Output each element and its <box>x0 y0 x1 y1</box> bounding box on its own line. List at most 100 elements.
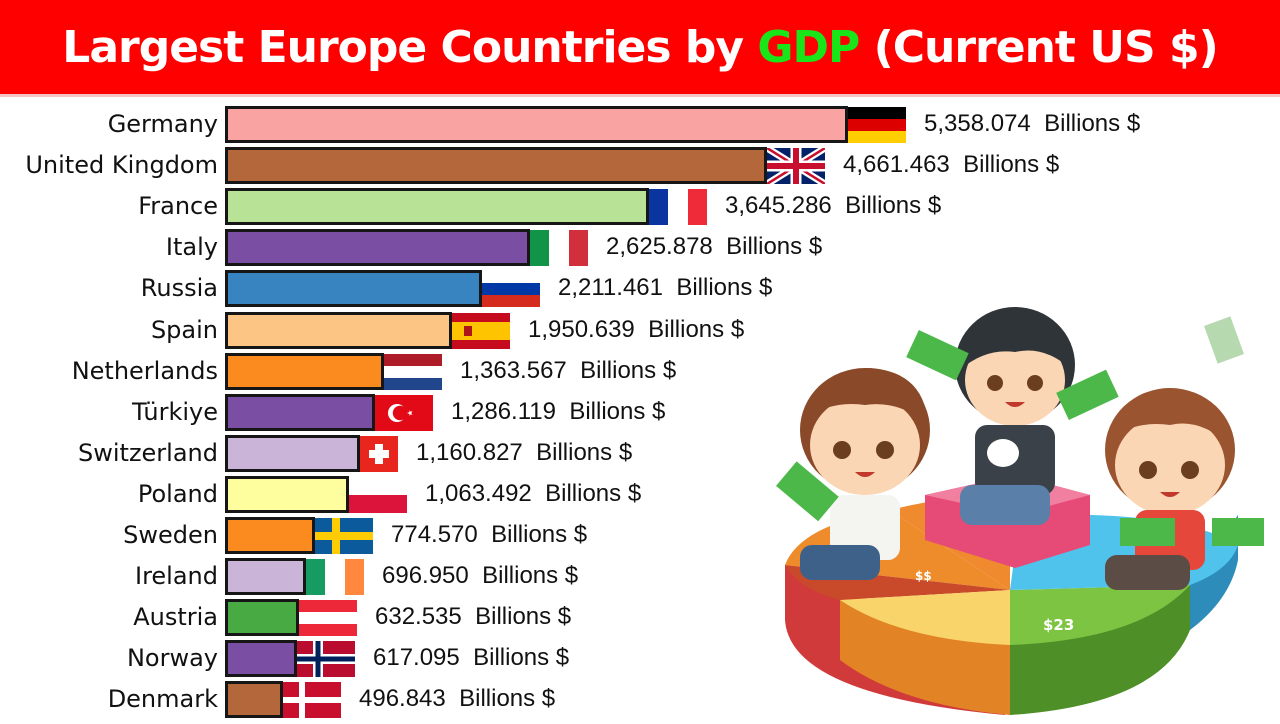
gdp-value: 774.570 Billions $ <box>391 515 587 555</box>
gdp-bar <box>225 517 315 554</box>
country-label: Austria <box>133 603 218 631</box>
country-label: Germany <box>107 110 218 138</box>
gdp-bar <box>225 599 299 636</box>
gdp-value: 1,063.492 Billions $ <box>425 474 641 514</box>
gdp-value: 1,363.567 Billions $ <box>460 351 676 391</box>
gdp-number: 617.095 <box>373 644 460 671</box>
gdp-value: 1,160.827 Billions $ <box>416 433 632 473</box>
chart-row: Poland 1,063.492 Billions $ <box>0 474 1280 514</box>
unit-label: Billions $ <box>726 233 823 260</box>
gdp-value: 5,358.074 Billions $ <box>924 104 1140 144</box>
denmark-flag-icon <box>283 682 341 718</box>
france-flag-icon <box>649 189 707 225</box>
kids-pie-chart-illustration: $23 $$ <box>760 300 1280 720</box>
gdp-number: 2,211.461 <box>558 274 663 301</box>
chart-row: Russia 2,211.461 Billions $ <box>0 268 1280 308</box>
svg-text:$23: $23 <box>1043 616 1074 634</box>
country-label: Netherlands <box>71 357 218 385</box>
turkey-flag-icon <box>375 395 433 431</box>
chart-row: Norway 617.095 Billions $ <box>0 638 1280 678</box>
chart-row: Türkiye 1,286.119 Billions $ <box>0 392 1280 432</box>
ireland-flag-icon <box>306 559 364 595</box>
italy-flag-icon <box>530 230 588 266</box>
gdp-value: 2,211.461 Billions $ <box>558 268 772 308</box>
chart-row: Netherlands 1,363.567 Billions $ <box>0 351 1280 391</box>
gdp-number: 3,645.286 <box>725 192 832 219</box>
unit-label: Billions $ <box>963 151 1060 178</box>
gdp-value: 496.843 Billions $ <box>359 679 555 719</box>
gdp-bar <box>225 106 848 143</box>
chart-row: France 3,645.286 Billions $ <box>0 186 1280 226</box>
gdp-number: 632.535 <box>375 603 462 630</box>
chart-row: Italy 2,625.878 Billions $ <box>0 227 1280 267</box>
chart-row: Spain 1,950.639 Billions $ <box>0 310 1280 350</box>
gdp-bar <box>225 270 482 307</box>
unit-label: Billions $ <box>845 192 942 219</box>
country-label: Spain <box>150 316 218 344</box>
chart-row: Ireland 696.950 Billions $ <box>0 556 1280 596</box>
gdp-number: 1,286.119 <box>451 398 556 425</box>
gdp-number: 496.843 <box>359 685 446 712</box>
bar-chart: Germany 5,358.074 Billions $ United Kingdo… <box>0 104 1280 720</box>
unit-label: Billions $ <box>491 521 588 548</box>
illustration-image: $23 $$ <box>776 307 1264 715</box>
chart-row: Austria 632.535 Billions $ <box>0 597 1280 637</box>
country-label: Norway <box>126 644 218 672</box>
title-text-suffix: (Current US $) <box>859 21 1219 73</box>
unit-label: Billions $ <box>648 316 745 343</box>
unit-label: Billions $ <box>1044 110 1141 137</box>
spain-flag-icon <box>452 313 510 349</box>
gdp-bar <box>225 558 306 595</box>
gdp-bar <box>225 394 375 431</box>
gdp-bar <box>225 435 360 472</box>
gdp-bar <box>225 147 767 184</box>
country-label: Italy <box>165 233 218 261</box>
gdp-bar <box>225 353 384 390</box>
unit-label: Billions $ <box>676 274 773 301</box>
country-label: Ireland <box>134 562 218 590</box>
uk-flag-icon <box>767 148 825 184</box>
norway-flag-icon <box>297 641 355 677</box>
russia-flag-icon <box>482 271 540 307</box>
gdp-number: 1,363.567 <box>460 357 567 384</box>
svg-text:$$: $$ <box>915 569 932 583</box>
gdp-bar <box>225 312 452 349</box>
gdp-value: 1,950.639 Billions $ <box>528 310 744 350</box>
gdp-value: 4,661.463 Billions $ <box>843 145 1059 185</box>
gdp-number: 1,160.827 <box>416 439 523 466</box>
gdp-number: 1,950.639 <box>528 316 635 343</box>
switzerland-flag-icon <box>360 436 398 472</box>
gdp-bar <box>225 476 349 513</box>
chart-row: Denmark 496.843 Billions $ <box>0 679 1280 719</box>
gdp-number: 2,625.878 <box>606 233 713 260</box>
unit-label: Billions $ <box>569 398 666 425</box>
country-label: Türkiye <box>132 398 218 426</box>
gdp-number: 5,358.074 <box>924 110 1031 137</box>
gdp-value: 1,286.119 Billions $ <box>451 392 665 432</box>
austria-flag-icon <box>299 600 357 636</box>
country-label: Russia <box>140 274 218 302</box>
country-label: Switzerland <box>78 439 218 467</box>
gdp-value: 632.535 Billions $ <box>375 597 571 637</box>
chart-row: Germany 5,358.074 Billions $ <box>0 104 1280 144</box>
title-accent-gdp: GDP <box>757 21 860 73</box>
gdp-number: 4,661.463 <box>843 151 950 178</box>
chart-row: United Kingdom 4,661.463 Billions $ <box>0 145 1280 185</box>
gdp-number: 1,063.492 <box>425 480 532 507</box>
page-title: Largest Europe Countries by GDP (Current… <box>62 21 1219 73</box>
gdp-number: 696.950 <box>382 562 469 589</box>
country-label: United Kingdom <box>25 151 218 179</box>
gdp-bar <box>225 681 283 718</box>
netherlands-flag-icon <box>384 354 442 390</box>
unit-label: Billions $ <box>545 480 642 507</box>
gdp-bar <box>225 229 530 266</box>
unit-label: Billions $ <box>580 357 677 384</box>
country-label: Sweden <box>123 521 218 549</box>
unit-label: Billions $ <box>459 685 556 712</box>
germany-flag-icon <box>848 107 906 143</box>
title-banner: Largest Europe Countries by GDP (Current… <box>0 0 1280 97</box>
sweden-flag-icon <box>315 518 373 554</box>
gdp-value: 3,645.286 Billions $ <box>725 186 941 226</box>
country-label: France <box>138 192 218 220</box>
unit-label: Billions $ <box>482 562 579 589</box>
